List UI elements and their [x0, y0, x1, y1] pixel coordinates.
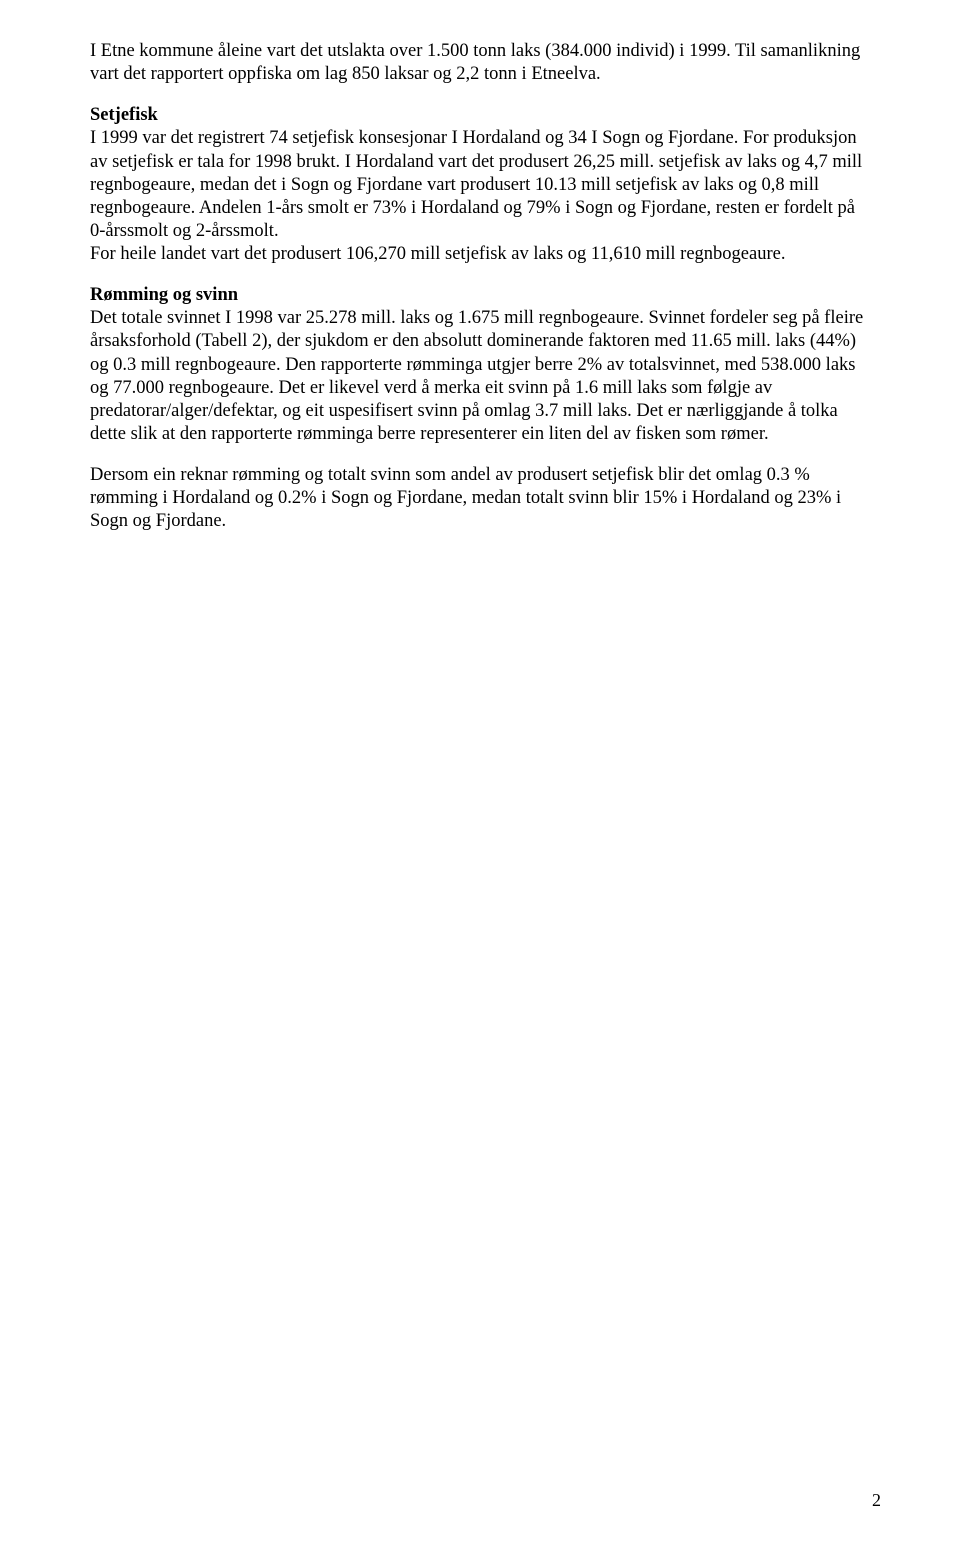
paragraph-intro: I Etne kommune åleine vart det utslakta …: [90, 40, 870, 86]
paragraph-text: I 1999 var det registrert 74 setjefisk k…: [90, 128, 862, 241]
subheading-setjefisk: Setjefisk: [90, 105, 158, 125]
paragraph-text: For heile landet vart det produsert 106,…: [90, 244, 785, 264]
subheading-romming: Rømming og svinn: [90, 285, 238, 305]
document-page: I Etne kommune åleine vart det utslakta …: [0, 0, 960, 591]
paragraph-setjefisk: Setjefisk I 1999 var det registrert 74 s…: [90, 104, 870, 266]
paragraph-conclusion: Dersom ein reknar rømming og totalt svin…: [90, 464, 870, 533]
page-number: 2: [872, 1490, 881, 1511]
page-number-value: 2: [872, 1490, 881, 1510]
paragraph-text: Det totale svinnet I 1998 var 25.278 mil…: [90, 308, 863, 444]
paragraph-text: Dersom ein reknar rømming og totalt svin…: [90, 465, 841, 531]
paragraph-romming: Rømming og svinn Det totale svinnet I 19…: [90, 284, 870, 446]
paragraph-text: I Etne kommune åleine vart det utslakta …: [90, 41, 860, 84]
